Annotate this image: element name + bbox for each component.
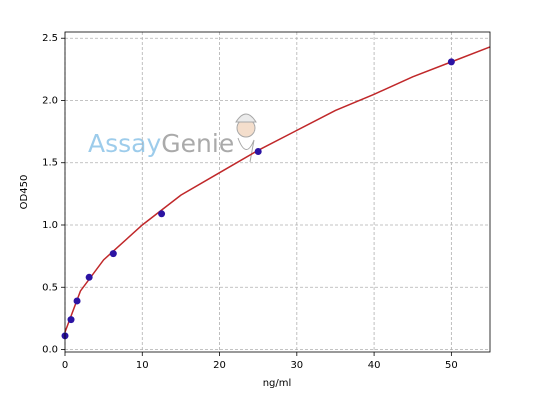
x-tick-label: 10 xyxy=(136,360,149,371)
data-point xyxy=(158,210,166,218)
watermark-part: Genie xyxy=(161,129,234,158)
y-tick-label: 1.0 xyxy=(42,220,58,231)
data-point xyxy=(254,148,262,156)
x-tick-label: 30 xyxy=(290,360,303,371)
logo xyxy=(237,137,255,163)
plot-frame xyxy=(64,31,491,353)
data-point xyxy=(447,58,455,66)
y-tick-label: 2.5 xyxy=(42,33,58,44)
x-tick-label: 50 xyxy=(445,360,458,371)
watermark-part: Assay xyxy=(88,129,161,158)
y-axis-label: OD450 xyxy=(19,175,30,210)
watermark-text: AssayGenie xyxy=(88,129,234,158)
x-axis-label: ng/ml xyxy=(263,378,292,389)
fit-curve xyxy=(64,46,491,333)
logo xyxy=(235,113,257,123)
y-tick-label: 0.5 xyxy=(42,282,58,293)
x-tick-label: 20 xyxy=(213,360,226,371)
x-tick-label: 40 xyxy=(368,360,381,371)
y-tick-label: 2.0 xyxy=(42,95,58,106)
watermark: AssayGenie xyxy=(88,113,257,163)
data-point xyxy=(85,273,93,281)
y-tick-label: 0.0 xyxy=(42,345,58,356)
data-point xyxy=(73,297,81,305)
data-point xyxy=(67,316,75,324)
y-tick-label: 1.5 xyxy=(42,158,58,169)
x-tick-label: 0 xyxy=(62,360,68,371)
data-point xyxy=(109,250,117,258)
